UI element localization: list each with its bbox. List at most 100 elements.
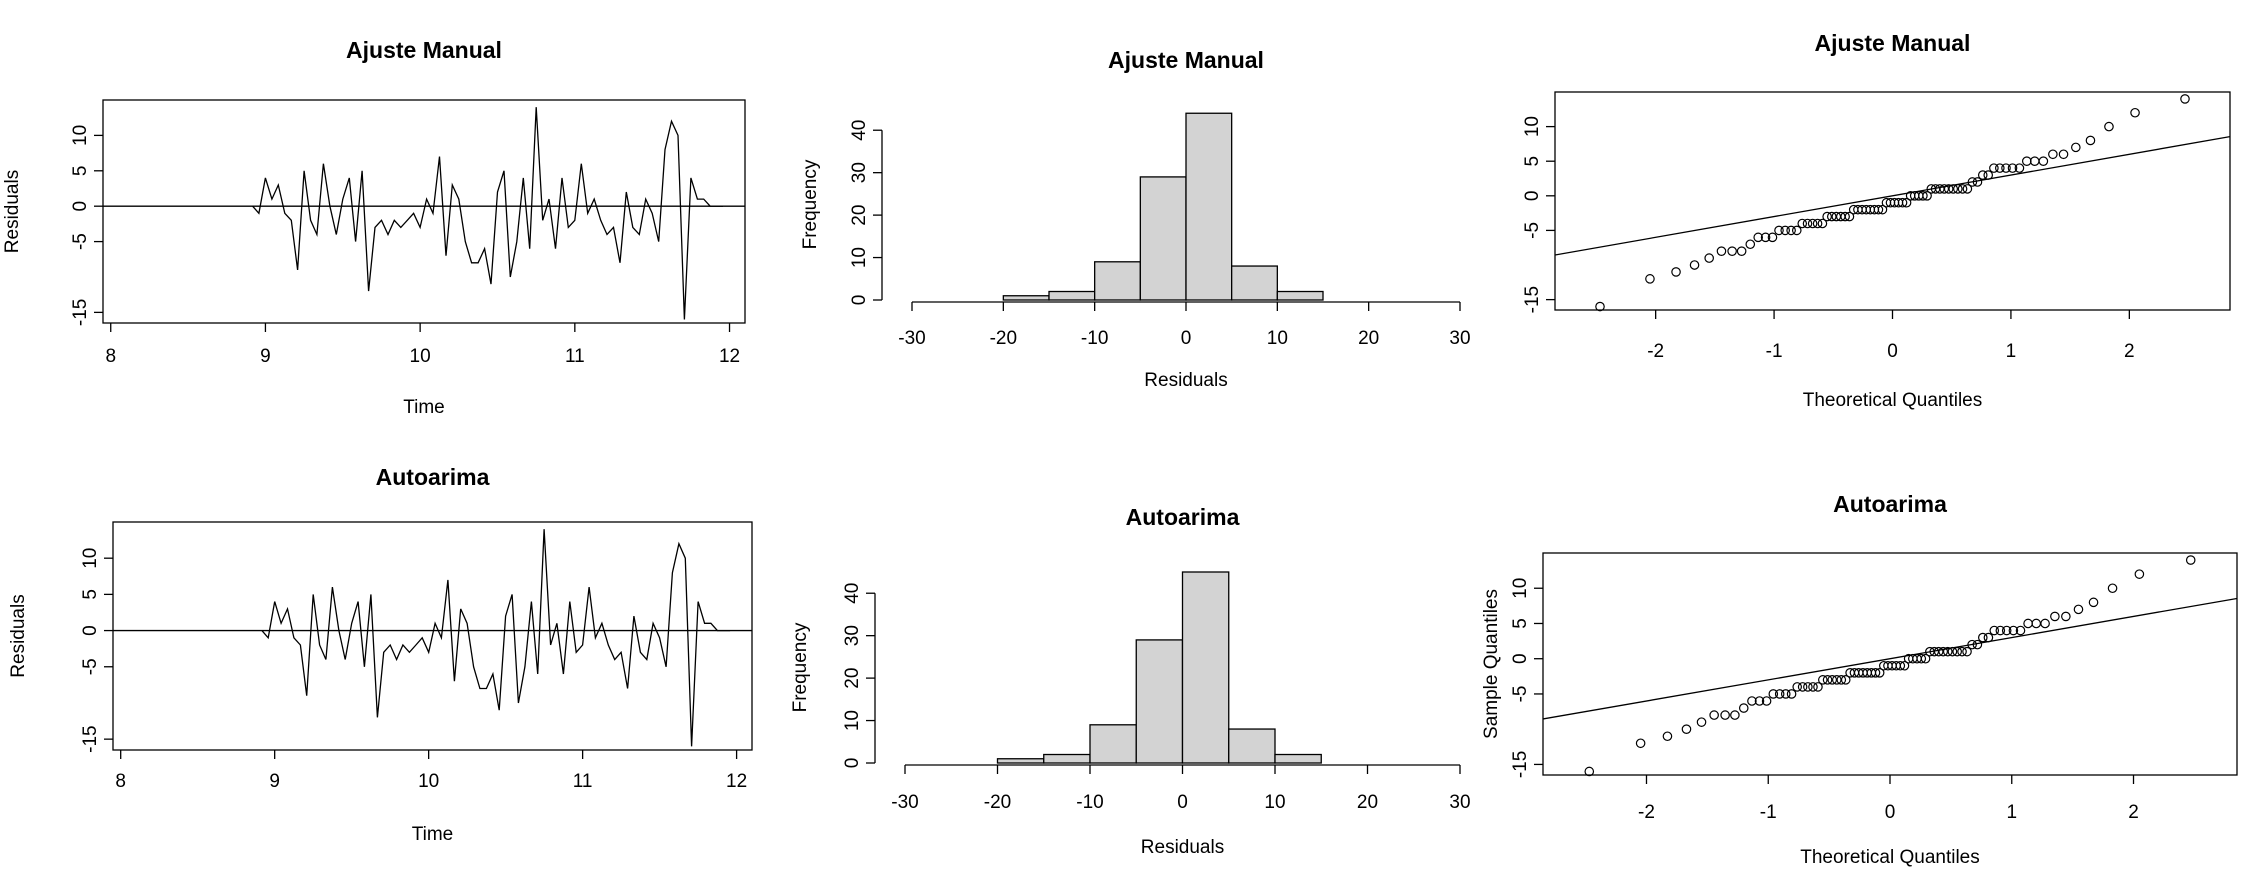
- qq-point: [2048, 149, 2058, 160]
- qq-point: [1786, 689, 1797, 699]
- qq-point: [2107, 583, 2118, 594]
- qq-point: [1844, 211, 1855, 222]
- qq-point: [1584, 766, 1595, 777]
- residual-series-line: [261, 529, 731, 747]
- y-tick-label: 20: [849, 205, 870, 226]
- histogram-bar: [1274, 753, 1322, 764]
- qq-point: [1995, 163, 2005, 173]
- qq-point: [1817, 218, 1828, 229]
- x-tick-label: 10: [1264, 792, 1285, 813]
- qq-point: [1947, 646, 1958, 657]
- qq-point: [1595, 301, 1605, 312]
- qq-point: [1967, 639, 1977, 650]
- qq-point: [2134, 569, 2145, 579]
- qq-reference-line: [1555, 135, 2230, 256]
- qq-point: [2031, 618, 2042, 629]
- histogram-bar: [1089, 724, 1137, 764]
- qq-point: [1730, 710, 1740, 720]
- qq-point: [1962, 646, 1972, 657]
- qq-point: [1918, 191, 1928, 201]
- plot-frame: [102, 99, 746, 324]
- qq-point: [1792, 682, 1802, 692]
- qq-point: [1922, 191, 1932, 201]
- x-tick-label: 2: [2128, 802, 2139, 823]
- qq-point: [2015, 625, 2026, 636]
- y-axis-label: Sample Quantiles: [1481, 589, 1502, 739]
- histogram-bar: [1048, 290, 1096, 301]
- y-tick-label: 20: [842, 668, 863, 689]
- qq-point: [2040, 618, 2050, 629]
- qq-point: [1797, 218, 1808, 229]
- qq-point: [1813, 682, 1823, 692]
- qq-point: [1952, 646, 1962, 657]
- qq-point: [1716, 246, 1727, 256]
- y-tick-label: 10: [1522, 116, 1543, 137]
- qq-point: [1873, 204, 1884, 215]
- y-tick-label: 0: [849, 295, 870, 306]
- qq-point: [1738, 703, 1749, 713]
- x-axis-label: Time: [403, 397, 445, 418]
- histogram-bar: [1002, 295, 1050, 301]
- qq-point: [1807, 218, 1818, 229]
- x-axis-label: Theoretical Quantiles: [1803, 390, 1983, 411]
- x-tick-label: -1: [1766, 341, 1783, 362]
- qq-point: [1753, 232, 1763, 243]
- x-tick-label: 8: [115, 771, 126, 792]
- qq-point: [1774, 689, 1785, 699]
- qq-point: [2180, 94, 2190, 104]
- qq-point: [2104, 121, 2114, 132]
- qq-point: [1942, 646, 1953, 657]
- x-tick-label: 0: [1887, 341, 1898, 362]
- x-tick-label: 1: [2006, 802, 2017, 823]
- qq-point: [2085, 135, 2096, 146]
- y-tick-label: 0: [1522, 191, 1543, 202]
- x-tick-label: 8: [105, 346, 116, 367]
- qq-point: [1808, 682, 1818, 692]
- qq-point: [1840, 211, 1850, 222]
- chart-qq2: Autoarima Theoretical Quantiles Sample Qua…: [1481, 491, 2238, 868]
- x-axis-label: Theoretical Quantiles: [1800, 847, 1980, 868]
- chart-ts1: Ajuste Manual Time Residuals 8 9 10 11 12 -15 -5 0…: [2, 37, 746, 418]
- qq-point: [1972, 177, 1983, 187]
- x-tick-label: -1: [1760, 802, 1777, 823]
- qq-point: [1948, 184, 1959, 194]
- qq-point: [1747, 696, 1757, 706]
- qq-point: [1822, 211, 1832, 222]
- qq-point: [1901, 197, 1912, 208]
- y-tick-label: 0: [80, 625, 101, 636]
- qq-point: [1754, 696, 1765, 706]
- qq-point: [1780, 225, 1790, 236]
- x-tick-label: 0: [1177, 792, 1188, 813]
- histogram-bar: [1276, 290, 1324, 301]
- y-tick-label: 5: [1510, 618, 1531, 629]
- qq-point: [2008, 625, 2019, 636]
- y-tick-label: 5: [80, 589, 101, 600]
- qq-point: [1938, 646, 1948, 657]
- qq-point: [1840, 675, 1851, 685]
- x-tick-label: -10: [1076, 792, 1103, 813]
- qq-point: [1736, 246, 1747, 256]
- qq-point: [1760, 232, 1771, 243]
- x-tick-label: 9: [269, 771, 280, 792]
- qq-point: [1827, 675, 1838, 685]
- x-axis-label: Time: [412, 824, 454, 845]
- qq-point: [1780, 689, 1791, 699]
- qq-point: [1681, 724, 1692, 734]
- chart-title: Autoarima: [1833, 491, 1947, 517]
- qq-point: [2050, 611, 2060, 622]
- y-tick-label: -15: [70, 299, 91, 326]
- y-axis-label: Residuals: [8, 594, 29, 677]
- histogram-bar: [996, 758, 1045, 764]
- qq-point: [1957, 646, 1967, 657]
- qq-point: [1696, 717, 1707, 727]
- y-tick-label: 10: [842, 710, 863, 731]
- qq-point: [1983, 632, 1994, 643]
- qq-point: [1791, 225, 1802, 236]
- histogram-bar: [1043, 753, 1091, 764]
- x-tick-label: 10: [418, 771, 439, 792]
- chart-title: Ajuste Manual: [346, 37, 502, 63]
- qq-point: [2029, 156, 2040, 167]
- x-tick-label: -30: [891, 792, 918, 813]
- qq-point: [1818, 675, 1828, 685]
- chart-title: Autoarima: [376, 464, 490, 490]
